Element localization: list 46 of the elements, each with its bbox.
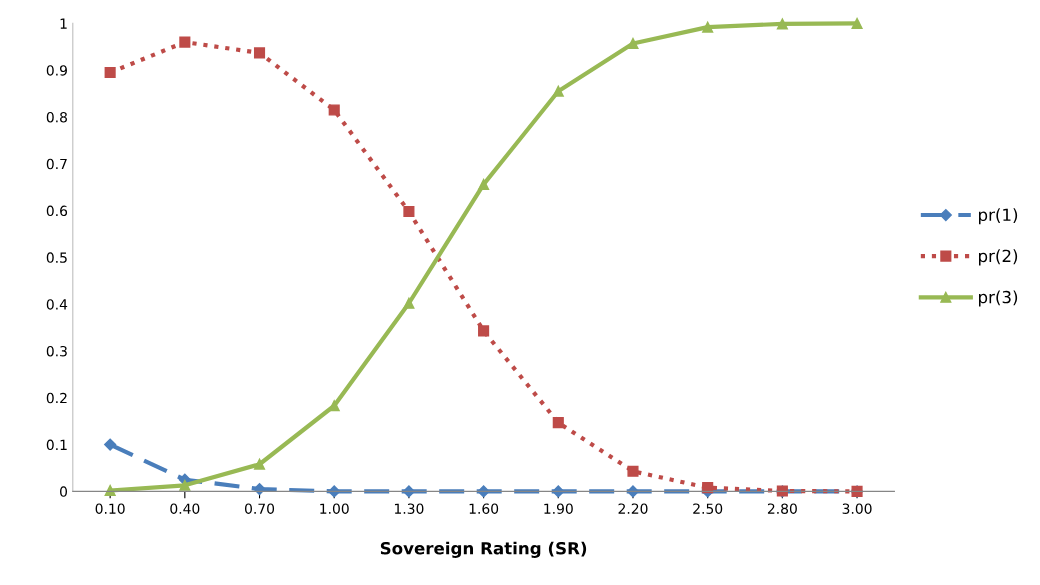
y-tick-label: 0.8	[46, 111, 67, 123]
point	[179, 479, 191, 491]
x-tick-label: 1.30	[394, 503, 424, 514]
point	[478, 325, 490, 337]
y-tick-label: 0.7	[46, 158, 67, 170]
x-tick-label: 1.00	[320, 503, 349, 514]
x-tick-label: 2.20	[618, 503, 648, 514]
y-tick-label: 0.9	[46, 65, 67, 76]
y-tick-label: 0.4	[46, 299, 68, 310]
point	[104, 484, 116, 497]
legend-label: pr(1)	[979, 208, 1018, 225]
y-tick-label: 0	[60, 486, 68, 497]
y-tick-label: 0.1	[46, 439, 67, 451]
y-tick-label: 0.5	[46, 252, 67, 263]
point	[253, 47, 266, 59]
point	[104, 66, 116, 79]
point	[328, 104, 340, 116]
x-tick-label: 0.10	[95, 503, 125, 514]
y-tick-label: 0.2	[46, 392, 67, 404]
point	[552, 417, 564, 429]
point	[851, 17, 863, 29]
point	[403, 297, 415, 309]
point	[104, 438, 117, 451]
x-tick-label: 3.00	[842, 503, 872, 514]
legend-label: pr(2)	[979, 249, 1018, 266]
x-tick-label: 2.50	[693, 503, 723, 514]
y-tick-label: 1	[60, 18, 67, 29]
y-tick-label: 0.6	[46, 205, 68, 217]
point	[478, 178, 490, 190]
point	[253, 458, 266, 470]
point	[702, 482, 714, 494]
point	[776, 18, 788, 30]
x-tick-label: 0.70	[244, 503, 275, 514]
point	[403, 205, 415, 218]
point	[627, 465, 639, 477]
y-tick-label: 0.3	[46, 345, 67, 357]
x-tick-label: 2.80	[767, 503, 797, 514]
x-tick-label: 1.60	[469, 503, 499, 514]
point	[552, 85, 564, 97]
point	[179, 36, 191, 48]
legend-label: pr(3)	[979, 290, 1018, 307]
point	[702, 21, 714, 33]
x-tick-label: 1.90	[544, 503, 573, 514]
x-tick-label: 0.40	[170, 503, 200, 514]
x-axis-title: Sovereign Rating (SR)	[380, 541, 587, 558]
point	[627, 37, 639, 50]
